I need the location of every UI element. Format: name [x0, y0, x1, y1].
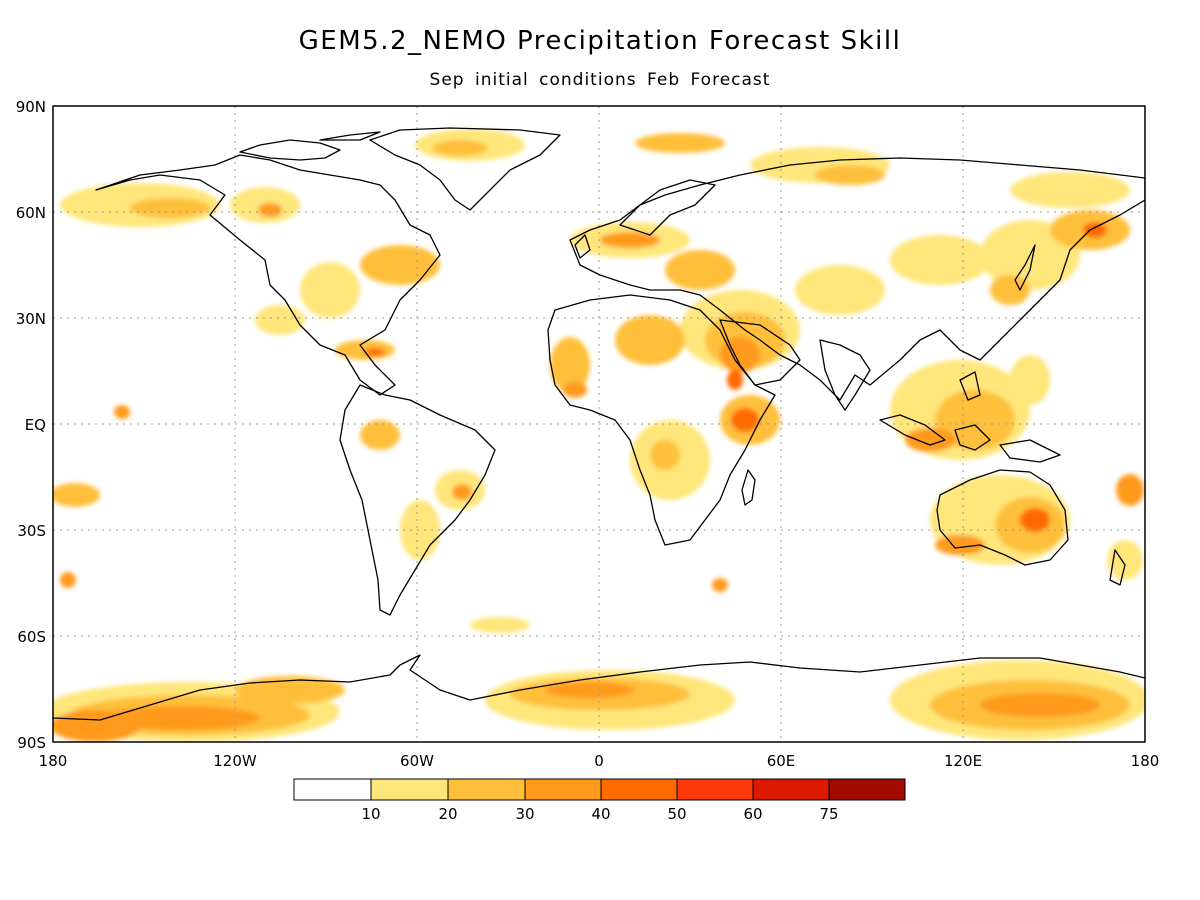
lon-label-60w: 60W [400, 752, 434, 770]
colorbar-tick-50: 50 [667, 805, 686, 823]
colorbar-tick-75: 75 [819, 805, 838, 823]
colorbar-tick-40: 40 [591, 805, 610, 823]
colorbar-swatch-6 [752, 778, 830, 801]
colorbar: 10 20 30 40 50 60 75 [293, 778, 906, 823]
colorbar-tick-10: 10 [361, 805, 380, 823]
colorbar-tick-60: 60 [743, 805, 762, 823]
colorbar-swatch-7 [828, 778, 906, 801]
lat-label-60s: 60S [17, 628, 46, 646]
colorbar-tick-20: 20 [438, 805, 457, 823]
lat-labels: 90N 60N 30N EQ 30S 60S 90S [16, 98, 46, 752]
lat-label-eq: EQ [25, 416, 46, 434]
lon-label-180w: 180 [39, 752, 68, 770]
map-subtitle: Sep initial conditions Feb Forecast [429, 70, 771, 90]
colorbar-swatch-4 [600, 778, 678, 801]
map-title: GEM5.2_NEMO Precipitation Forecast Skill [298, 26, 902, 56]
colorbar-tick-30: 30 [515, 805, 534, 823]
colorbar-swatch-2 [447, 778, 526, 801]
lon-label-120e: 120E [944, 752, 982, 770]
lon-label-120w: 120W [213, 752, 257, 770]
colorbar-swatch-1 [370, 778, 449, 801]
map-frame [52, 105, 1146, 743]
lon-labels: 180 120W 60W 0 60E 120E 180 [39, 752, 1160, 770]
lon-label-0: 0 [594, 752, 604, 770]
colorbar-swatch-3 [524, 778, 602, 801]
lon-label-60e: 60E [767, 752, 796, 770]
lat-label-30s: 30S [17, 522, 46, 540]
coastlines [53, 127, 1145, 721]
lat-label-30n: 30N [16, 310, 46, 328]
lon-label-180e: 180 [1131, 752, 1160, 770]
lat-label-90s: 90S [17, 734, 46, 752]
lat-label-90n: 90N [16, 98, 46, 116]
skill-shading [53, 129, 1145, 742]
colorbar-swatch-0 [293, 778, 372, 801]
grid-lines [53, 106, 1145, 742]
lat-label-60n: 60N [16, 204, 46, 222]
colorbar-swatch-5 [676, 778, 754, 801]
